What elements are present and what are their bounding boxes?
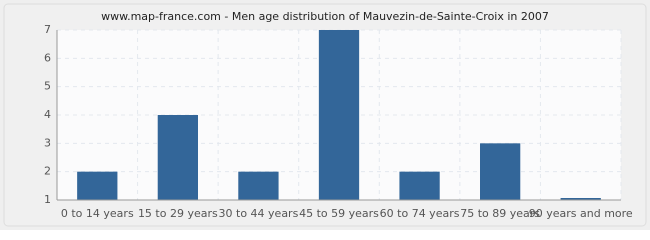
- bar: [157, 115, 198, 200]
- x-tick-label: 90 years and more: [529, 207, 633, 220]
- chart: www.map-france.com - Men age distributio…: [0, 0, 650, 230]
- x-tick-label: 60 to 74 years: [380, 207, 460, 220]
- y-tick-label: 6: [44, 51, 51, 64]
- bar: [238, 171, 279, 200]
- x-tick-label: 30 to 44 years: [219, 207, 299, 220]
- page: {"chart_data": {"type": "bar", "title": …: [0, 0, 650, 230]
- bar: [480, 143, 521, 200]
- y-tick-label: 7: [44, 23, 51, 36]
- y-tick-label: 3: [44, 136, 51, 149]
- y-tick-label: 5: [44, 80, 51, 93]
- x-tick-label: 75 to 89 years: [460, 207, 540, 220]
- bar: [318, 30, 360, 200]
- bar: [77, 171, 118, 200]
- y-tick-label: 4: [44, 108, 51, 121]
- x-tick-label: 0 to 14 years: [61, 207, 134, 220]
- x-tick-label: 15 to 29 years: [138, 207, 218, 220]
- y-tick-label: 2: [44, 165, 51, 178]
- bar: [560, 198, 601, 200]
- x-tick-label: 45 to 59 years: [299, 207, 379, 220]
- chart-title: www.map-france.com - Men age distributio…: [101, 10, 549, 23]
- bar: [399, 171, 440, 200]
- y-tick-label: 1: [44, 193, 51, 206]
